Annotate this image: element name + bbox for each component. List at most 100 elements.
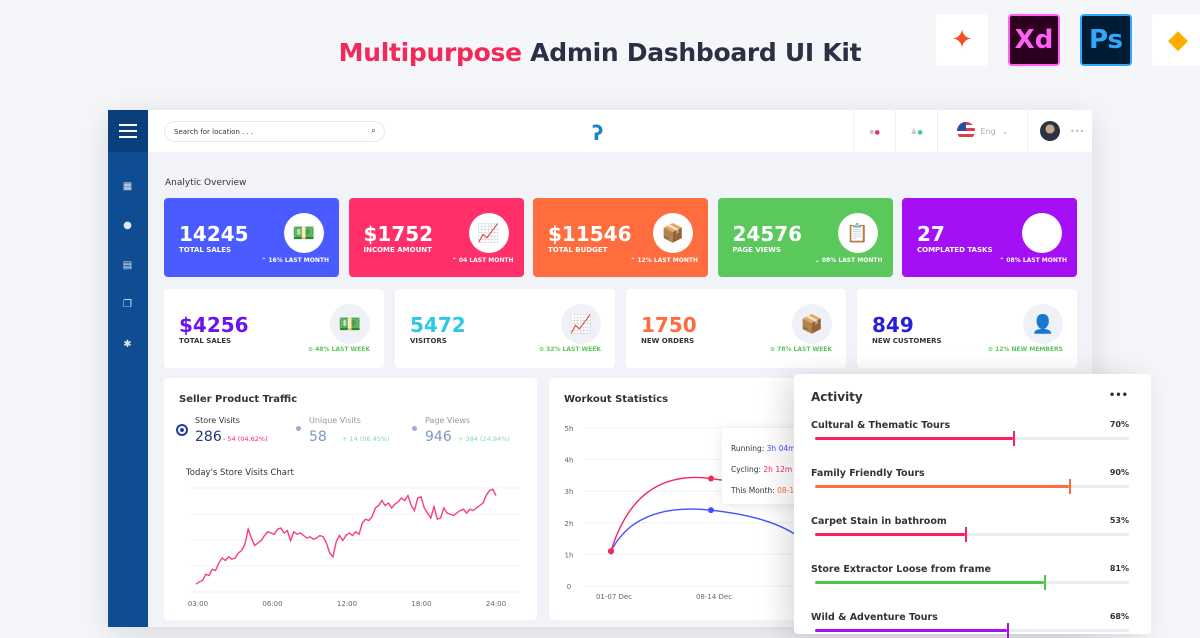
- search-icon[interactable]: ⌕: [370, 126, 376, 136]
- progress-track: [815, 479, 1129, 494]
- activity-percent: 81%: [1109, 564, 1129, 573]
- chevron-down-icon: ⌄: [1001, 126, 1009, 136]
- seller-traffic-panel: Seller Product Traffic Store Visits 286- …: [164, 378, 537, 620]
- money-stack-icon: 💵: [284, 213, 324, 253]
- notifications-button[interactable]: ♟●: [895, 110, 937, 152]
- page-headline: Multipurpose Admin Dashboard UI Kit: [0, 38, 1200, 67]
- summary-trend: ⊙ 48% LAST WEEK: [307, 346, 370, 353]
- activity-name: Cultural & Thematic Tours: [811, 420, 951, 431]
- menu-toggle-button[interactable]: [108, 110, 148, 152]
- activity-item[interactable]: Wild & Adventure Tours 68%: [811, 612, 1129, 638]
- metric-label: Page Views: [425, 416, 471, 425]
- document-icon[interactable]: ▤: [122, 260, 133, 271]
- traffic-metric[interactable]: Store Visits 286- 54 (04.62%): [176, 416, 296, 452]
- summary-value: 1750: [641, 313, 697, 337]
- stat-trend: ⌄ 08% LAST MONTH: [814, 257, 883, 264]
- search-placeholder: Search for location . . .: [174, 128, 254, 136]
- sketch-logo-icon: ◆: [1152, 14, 1200, 66]
- settings-gear-icon[interactable]: ✱: [123, 339, 132, 350]
- progress-handle[interactable]: [1069, 479, 1072, 494]
- user-icon[interactable]: ●: [123, 220, 132, 231]
- activity-item[interactable]: Family Friendly Tours 90%: [811, 468, 1129, 494]
- traffic-metric[interactable]: Page Views 946 + 384 (24.94%): [409, 416, 529, 452]
- store-visits-chart: 03:00 06:00 12:00 18:00 24:00: [188, 487, 519, 608]
- progress-handle[interactable]: [964, 527, 967, 542]
- mail-icon: ▪●: [869, 126, 880, 136]
- headline-accent: Multipurpose: [338, 38, 522, 67]
- dashboard-icon[interactable]: ▦: [122, 181, 133, 192]
- progress-fill: [815, 533, 965, 536]
- activity-item[interactable]: Cultural & Thematic Tours 70%: [811, 420, 1129, 446]
- progress-fill: [815, 437, 1013, 440]
- stat-value: $11546: [548, 222, 632, 246]
- dot-icon: [412, 426, 417, 431]
- chart-title: Today's Store Visits Chart: [186, 468, 294, 478]
- top-header: Search for location . . . ⌕ ʔ ▪● ♟● Eng ⌄ …: [148, 110, 1092, 152]
- x-tick-label: 06:00: [262, 600, 282, 608]
- visits-line: [195, 488, 497, 585]
- progress-track: [815, 431, 1129, 446]
- more-options-icon[interactable]: •••: [1108, 390, 1128, 401]
- messages-button[interactable]: ▪●: [853, 110, 895, 152]
- metric-delta: + 14 (06.45%): [342, 435, 390, 443]
- summary-trend: ⊙ 32% LAST WEEK: [538, 346, 601, 353]
- tooltip-row: This Month: 08-1: [731, 480, 843, 501]
- stat-card[interactable]: 27 COMPLATED TASKS ⌃ 08% LAST MONTH 🗂: [902, 198, 1077, 277]
- more-icon[interactable]: •••: [1070, 126, 1085, 136]
- x-tick-label: 03:00: [188, 600, 208, 608]
- stat-card[interactable]: $1752 INCOME AMOUNT ⌃ 04 LAST MONTH 📈: [348, 198, 524, 277]
- summary-card[interactable]: 1750 NEW ORDERS ⊙ 78% LAST WEEK 📦: [626, 289, 846, 368]
- stat-value: 14245: [179, 222, 249, 246]
- summary-label: TOTAL SALES: [179, 337, 232, 345]
- activity-item[interactable]: Carpet Stain in bathroom 53%: [811, 516, 1129, 542]
- progress-track: [815, 575, 1129, 590]
- tooltip-label: Cycling:: [731, 465, 764, 474]
- running-series-line: [610, 508, 812, 552]
- xd-logo-icon: Xd: [1008, 14, 1060, 66]
- progress-handle[interactable]: [1007, 623, 1010, 638]
- search-input[interactable]: Search for location . . . ⌕: [164, 121, 385, 142]
- progress-track: [815, 623, 1129, 638]
- stat-trend: ⌃ 08% LAST MONTH: [999, 257, 1067, 264]
- profile-menu[interactable]: •••: [1027, 110, 1092, 152]
- metric-delta: - 54 (04.62%): [223, 435, 268, 443]
- activity-name: Wild & Adventure Tours: [811, 612, 938, 623]
- gallery-icon[interactable]: ❐: [123, 299, 132, 310]
- us-flag-icon: [956, 122, 975, 140]
- summary-value: 5472: [410, 313, 466, 337]
- radio-selected-icon: [176, 424, 188, 436]
- tooltip-label: Running:: [731, 444, 767, 453]
- x-tick-label: 01-07 Dec: [596, 593, 632, 601]
- data-point: [708, 475, 714, 482]
- metric-value: 946: [425, 429, 452, 445]
- activity-item[interactable]: Store Extractor Loose from frame 81%: [811, 564, 1129, 590]
- stat-trend: ⌃ 16% LAST MONTH: [261, 257, 329, 264]
- summary-card[interactable]: 5472 VISITORS ⊙ 32% LAST WEEK 📈: [395, 289, 615, 368]
- stat-card[interactable]: $11546 TOTAL BUDGET ⌃ 12% LAST MONTH 📦: [533, 198, 708, 277]
- tooltip-row: Cycling: 2h 12m: [731, 459, 843, 480]
- x-tick-label: 08-14 Dec: [696, 593, 732, 601]
- language-selector[interactable]: Eng ⌄: [937, 110, 1027, 152]
- y-tick-label: 2h: [565, 520, 574, 528]
- summary-card[interactable]: 849 NEW CUSTOMERS ⊙ 12% NEW MEMBERS 👤: [857, 289, 1077, 368]
- x-tick-label: 24:00: [486, 600, 506, 608]
- y-tick-label: 1h: [565, 551, 574, 559]
- stat-card[interactable]: 24576 PAGE VIEWS ⌄ 08% LAST MONTH 📋: [717, 198, 893, 277]
- tooltip-value: 2h 12m: [763, 465, 793, 474]
- stat-label: TOTAL BUDGET: [548, 246, 608, 254]
- activity-name: Family Friendly Tours: [811, 468, 925, 479]
- avatar[interactable]: [1040, 121, 1060, 141]
- summary-card[interactable]: $4256 TOTAL SALES ⊙ 48% LAST WEEK 💵: [164, 289, 384, 368]
- traffic-metric[interactable]: Unique Visits 58 + 14 (06.45%): [293, 416, 413, 452]
- progress-fill: [815, 581, 1044, 584]
- dot-icon: [296, 426, 301, 431]
- stat-label: INCOME AMOUNT: [363, 246, 432, 254]
- metric-label: Unique Visits: [309, 416, 361, 425]
- progress-handle[interactable]: [1012, 431, 1015, 446]
- checklist-icon: 📋: [837, 213, 878, 253]
- task-board-icon: 🗂: [1022, 213, 1062, 253]
- progress-handle[interactable]: [1043, 575, 1046, 590]
- stat-card[interactable]: 14245 TOTAL SALES ⌃ 16% LAST MONTH 💵: [164, 198, 339, 277]
- brand-logo[interactable]: ʔ: [592, 121, 604, 145]
- figma-logo-icon: ✦: [936, 14, 988, 66]
